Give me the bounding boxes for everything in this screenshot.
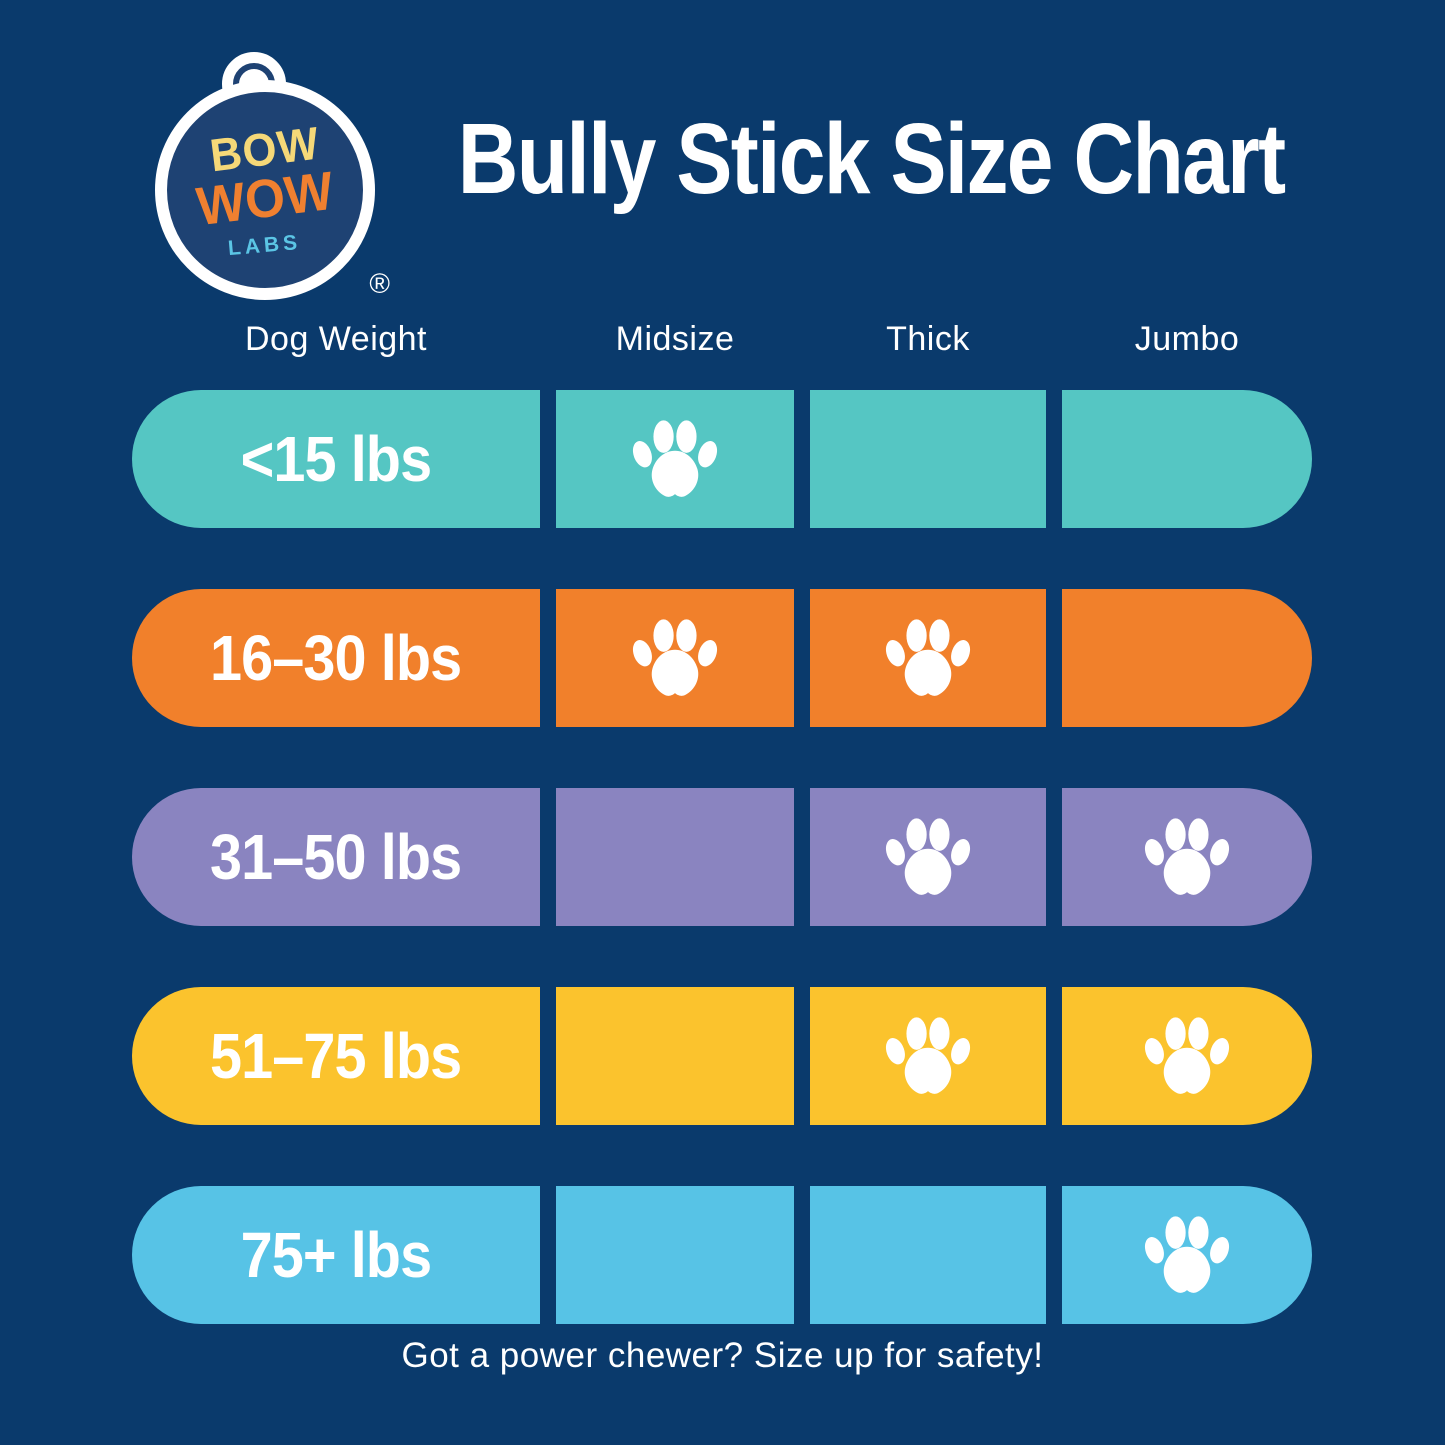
footer-note: Got a power chewer? Size up for safety! [401, 1336, 1044, 1375]
paw-icon [632, 419, 718, 497]
column-header-dog-weight: Dog Weight [244, 319, 428, 358]
midsize-cell [556, 987, 794, 1125]
page-title: Bully Stick Size Chart [457, 103, 1286, 215]
dog-weight-cell: 31–50 lbs [132, 788, 540, 926]
table-row: 51–75 lbs [132, 987, 1312, 1125]
paw-icon [1144, 1215, 1230, 1293]
logo-text-labs: LABS [227, 230, 303, 261]
jumbo-cell [1062, 390, 1312, 528]
paw-icon [1144, 1016, 1230, 1094]
thick-cell [810, 589, 1046, 727]
dog-weight-cell: <15 lbs [132, 390, 540, 528]
dog-weight-label: <15 lbs [240, 423, 433, 495]
paw-icon [885, 817, 971, 895]
thick-cell [810, 788, 1046, 926]
midsize-cell [556, 1186, 794, 1324]
dog-weight-cell: 51–75 lbs [132, 987, 540, 1125]
paw-icon [1144, 817, 1230, 895]
paw-icon [885, 1016, 971, 1094]
table-row: 75+ lbs [132, 1186, 1312, 1324]
thick-cell [810, 987, 1046, 1125]
jumbo-cell [1062, 788, 1312, 926]
thick-cell [810, 1186, 1046, 1324]
jumbo-cell [1062, 589, 1312, 727]
dog-weight-cell: 75+ lbs [132, 1186, 540, 1324]
column-header-thick: Thick [886, 319, 970, 358]
dog-weight-label: 51–75 lbs [210, 1020, 462, 1092]
paw-icon [885, 618, 971, 696]
dog-weight-cell: 16–30 lbs [132, 589, 540, 727]
table-row: 16–30 lbs [132, 589, 1312, 727]
jumbo-cell [1062, 1186, 1312, 1324]
size-chart-table: <15 lbs [132, 390, 1312, 1385]
column-headers: Dog Weight Midsize Thick Jumbo [132, 314, 1312, 364]
paw-icon [632, 618, 718, 696]
dog-weight-label: 31–50 lbs [210, 821, 462, 893]
dog-weight-label: 75+ lbs [240, 1219, 433, 1291]
table-row: <15 lbs [132, 390, 1312, 528]
column-header-jumbo: Jumbo [1134, 319, 1240, 358]
column-header-midsize: Midsize [615, 319, 735, 358]
dog-weight-label: 16–30 lbs [210, 622, 462, 694]
midsize-cell [556, 589, 794, 727]
midsize-cell [556, 788, 794, 926]
table-row: 31–50 lbs [132, 788, 1312, 926]
jumbo-cell [1062, 987, 1312, 1125]
bow-wow-labs-logo: BOW WOW LABS ® [150, 52, 390, 302]
midsize-cell [556, 390, 794, 528]
tag-body: BOW WOW LABS [155, 80, 375, 300]
registered-trademark-icon: ® [369, 268, 390, 299]
thick-cell [810, 390, 1046, 528]
